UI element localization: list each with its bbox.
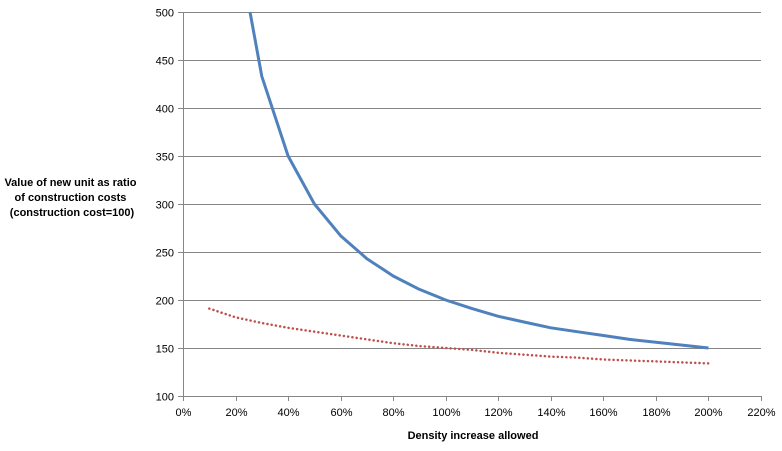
x-tick-label: 200% [694,407,722,419]
x-axis-title: Density increase allowed [408,430,539,442]
y-axis-title: Value of new unit as ratio of constructi… [4,177,139,219]
x-tick-label: 140% [537,407,565,419]
x-tick-label: 120% [484,407,512,419]
y-tick-label: 150 [156,344,174,356]
series-line-dotted [208,307,710,365]
plot-series [208,11,710,365]
x-tick-label: 20% [225,407,247,419]
x-tick-label: 220% [747,407,775,419]
y-tick-label: 100 [156,392,174,404]
y-tick-label: 300 [156,200,174,212]
series-line-solid [248,11,709,350]
y-axis-title-line-2: of construction costs [15,192,127,204]
y-axis-title-line-3: (construction cost=100) [10,207,135,219]
x-tick-label: 180% [642,407,670,419]
x-tick-label: 60% [330,407,352,419]
x-tick-label: 160% [589,407,617,419]
y-tick-label: 200 [156,296,174,308]
axes [183,12,761,397]
x-tick-label: 0% [176,407,192,419]
gridlines [183,12,761,349]
y-tick-label: 350 [156,152,174,164]
y-tick-label: 450 [156,56,174,68]
x-axis-ticks: 0% 20% 40% 60% 80% 100% 120% 140% 160% 180% 200% 22… [176,396,776,419]
x-tick-label: 80% [382,407,404,419]
y-axis-ticks: 100 150 200 250 300 350 400 450 500 [156,8,183,404]
x-tick-label: 100% [432,407,460,419]
y-tick-label: 500 [156,8,174,20]
y-axis-title-line-1: Value of new unit as ratio [4,177,136,189]
x-tick-label: 40% [277,407,299,419]
y-tick-label: 400 [156,104,174,116]
y-tick-label: 250 [156,248,174,260]
